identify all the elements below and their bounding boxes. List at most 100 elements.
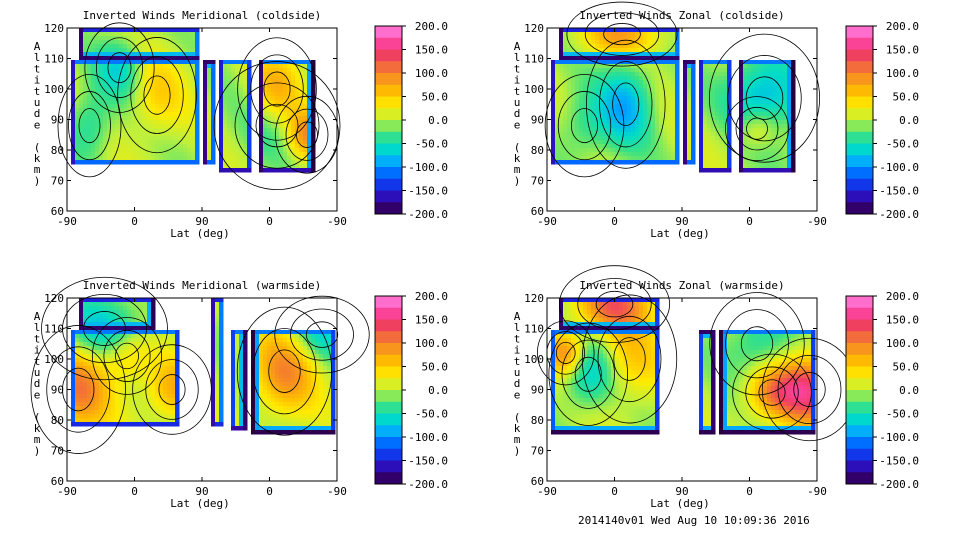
contour-lines bbox=[544, 1, 821, 178]
y-tick-label: 100 bbox=[524, 353, 544, 366]
colorbar-swatch bbox=[375, 296, 402, 309]
colorbar-tick-label: 0.0 bbox=[899, 114, 919, 127]
colorbar-swatch bbox=[375, 413, 402, 426]
colorbar-swatch bbox=[846, 319, 873, 332]
x-tick-label: 0 bbox=[266, 485, 273, 498]
colorbar-swatch bbox=[846, 425, 873, 438]
y-tick-label: 90 bbox=[51, 384, 64, 397]
colorbar-tick-label: 50.0 bbox=[893, 91, 920, 104]
chart-panel: Inverted Winds Meridional (coldside) 60 70… bbox=[34, 9, 448, 240]
y-tick-label: 120 bbox=[524, 292, 544, 305]
colorbar-swatch bbox=[375, 26, 402, 39]
colorbar-tick-label: 0.0 bbox=[428, 384, 448, 397]
colorbar-swatch bbox=[375, 96, 402, 109]
y-tick-label: 100 bbox=[524, 83, 544, 96]
colorbar-swatch bbox=[846, 460, 873, 473]
colorbar-swatch bbox=[846, 296, 873, 309]
colorbar-swatch bbox=[375, 61, 402, 74]
y-tick-label: 90 bbox=[51, 114, 64, 127]
colorbar-tick-label: -200.0 bbox=[408, 208, 448, 221]
colorbar-swatch bbox=[375, 108, 402, 121]
x-tick-label: 0 bbox=[611, 215, 618, 228]
y-tick-label: 120 bbox=[44, 22, 64, 35]
colorbar-tick-label: -50.0 bbox=[415, 138, 448, 151]
colorbar-tick-label: -200.0 bbox=[879, 208, 919, 221]
colorbar-tick-label: -150.0 bbox=[879, 455, 919, 468]
colorbar-tick-label: -100.0 bbox=[879, 161, 919, 174]
colorbar-swatch bbox=[375, 73, 402, 86]
colorbar-swatch bbox=[375, 307, 402, 320]
y-tick-label: 90 bbox=[531, 114, 544, 127]
colorbar-swatch bbox=[846, 390, 873, 403]
y-tick-label: 70 bbox=[531, 175, 544, 188]
x-tick-label: -90 bbox=[327, 215, 347, 228]
colorbar-swatch bbox=[846, 401, 873, 414]
colorbar-swatch bbox=[846, 49, 873, 62]
contour-field bbox=[551, 298, 816, 435]
y-tick-label: 120 bbox=[524, 22, 544, 35]
colorbar: 200.0 150.0 100.0 50.0 0.0 -50.0 -100.0 -150.0 -… bbox=[374, 20, 448, 221]
y-tick-label: 100 bbox=[44, 353, 64, 366]
colorbar-swatch bbox=[375, 343, 402, 356]
colorbar-tick-label: -150.0 bbox=[879, 185, 919, 198]
colorbar-swatch bbox=[375, 425, 402, 438]
x-tick-label: 90 bbox=[675, 215, 688, 228]
y-tick-label: 60 bbox=[51, 205, 64, 218]
colorbar-tick-label: 150.0 bbox=[886, 44, 919, 57]
x-tick-label: 0 bbox=[266, 215, 273, 228]
colorbar-tick-label: 150.0 bbox=[886, 314, 919, 327]
colorbar-swatch bbox=[375, 472, 402, 485]
colorbar-tick-label: -200.0 bbox=[879, 478, 919, 491]
colorbar-swatch bbox=[846, 131, 873, 144]
colorbar-swatch bbox=[375, 131, 402, 144]
chart-title: Inverted Winds Meridional (coldside) bbox=[83, 9, 321, 22]
x-tick-label: 0 bbox=[131, 485, 138, 498]
colorbar-tick-label: -50.0 bbox=[415, 408, 448, 421]
colorbar-swatch bbox=[846, 437, 873, 450]
colorbar-swatch bbox=[375, 437, 402, 450]
y-tick-label: 60 bbox=[531, 205, 544, 218]
colorbar-swatch bbox=[375, 84, 402, 97]
colorbar-swatch bbox=[375, 460, 402, 473]
chart-panel: Inverted Winds Zonal (warmside) 60 70 80 90 1… bbox=[514, 265, 920, 510]
colorbar-swatch bbox=[846, 61, 873, 74]
x-tick-label: -90 bbox=[807, 215, 827, 228]
colorbar-tick-label: 200.0 bbox=[415, 20, 448, 33]
y-tick-label: 60 bbox=[531, 475, 544, 488]
y-tick-label: 80 bbox=[531, 414, 544, 427]
x-tick-label: -90 bbox=[807, 485, 827, 498]
x-tick-label: -90 bbox=[327, 485, 347, 498]
colorbar-swatch bbox=[375, 178, 402, 191]
colorbar-swatch bbox=[846, 343, 873, 356]
colorbar-swatch bbox=[846, 472, 873, 485]
y-tick-label: 90 bbox=[531, 384, 544, 397]
colorbar-swatch bbox=[375, 167, 402, 180]
x-tick-label: 0 bbox=[611, 485, 618, 498]
colorbar: 200.0 150.0 100.0 50.0 0.0 -50.0 -100.0 -150.0 -… bbox=[845, 20, 920, 221]
colorbar-swatch bbox=[375, 143, 402, 156]
x-tick-label: -90 bbox=[57, 215, 77, 228]
colorbar-swatch bbox=[846, 167, 873, 180]
colorbar-swatch bbox=[846, 366, 873, 379]
y-tick-label: 70 bbox=[51, 175, 64, 188]
colorbar-swatch bbox=[375, 37, 402, 50]
contour-lines bbox=[537, 265, 858, 442]
colorbar-swatch bbox=[375, 401, 402, 414]
colorbar-tick-label: 50.0 bbox=[893, 361, 920, 374]
y-tick-label: 80 bbox=[531, 144, 544, 157]
chart-title: Inverted Winds Zonal (warmside) bbox=[579, 279, 784, 292]
colorbar-swatch bbox=[846, 84, 873, 97]
x-tick-label: 0 bbox=[746, 215, 753, 228]
colorbar-tick-label: -50.0 bbox=[886, 138, 919, 151]
colorbar-tick-label: 150.0 bbox=[415, 44, 448, 57]
colorbar-tick-label: -150.0 bbox=[408, 455, 448, 468]
colorbar-swatch bbox=[375, 366, 402, 379]
x-tick-label: -90 bbox=[57, 485, 77, 498]
y-tick-label: 70 bbox=[531, 445, 544, 458]
contour-lines bbox=[57, 22, 341, 191]
